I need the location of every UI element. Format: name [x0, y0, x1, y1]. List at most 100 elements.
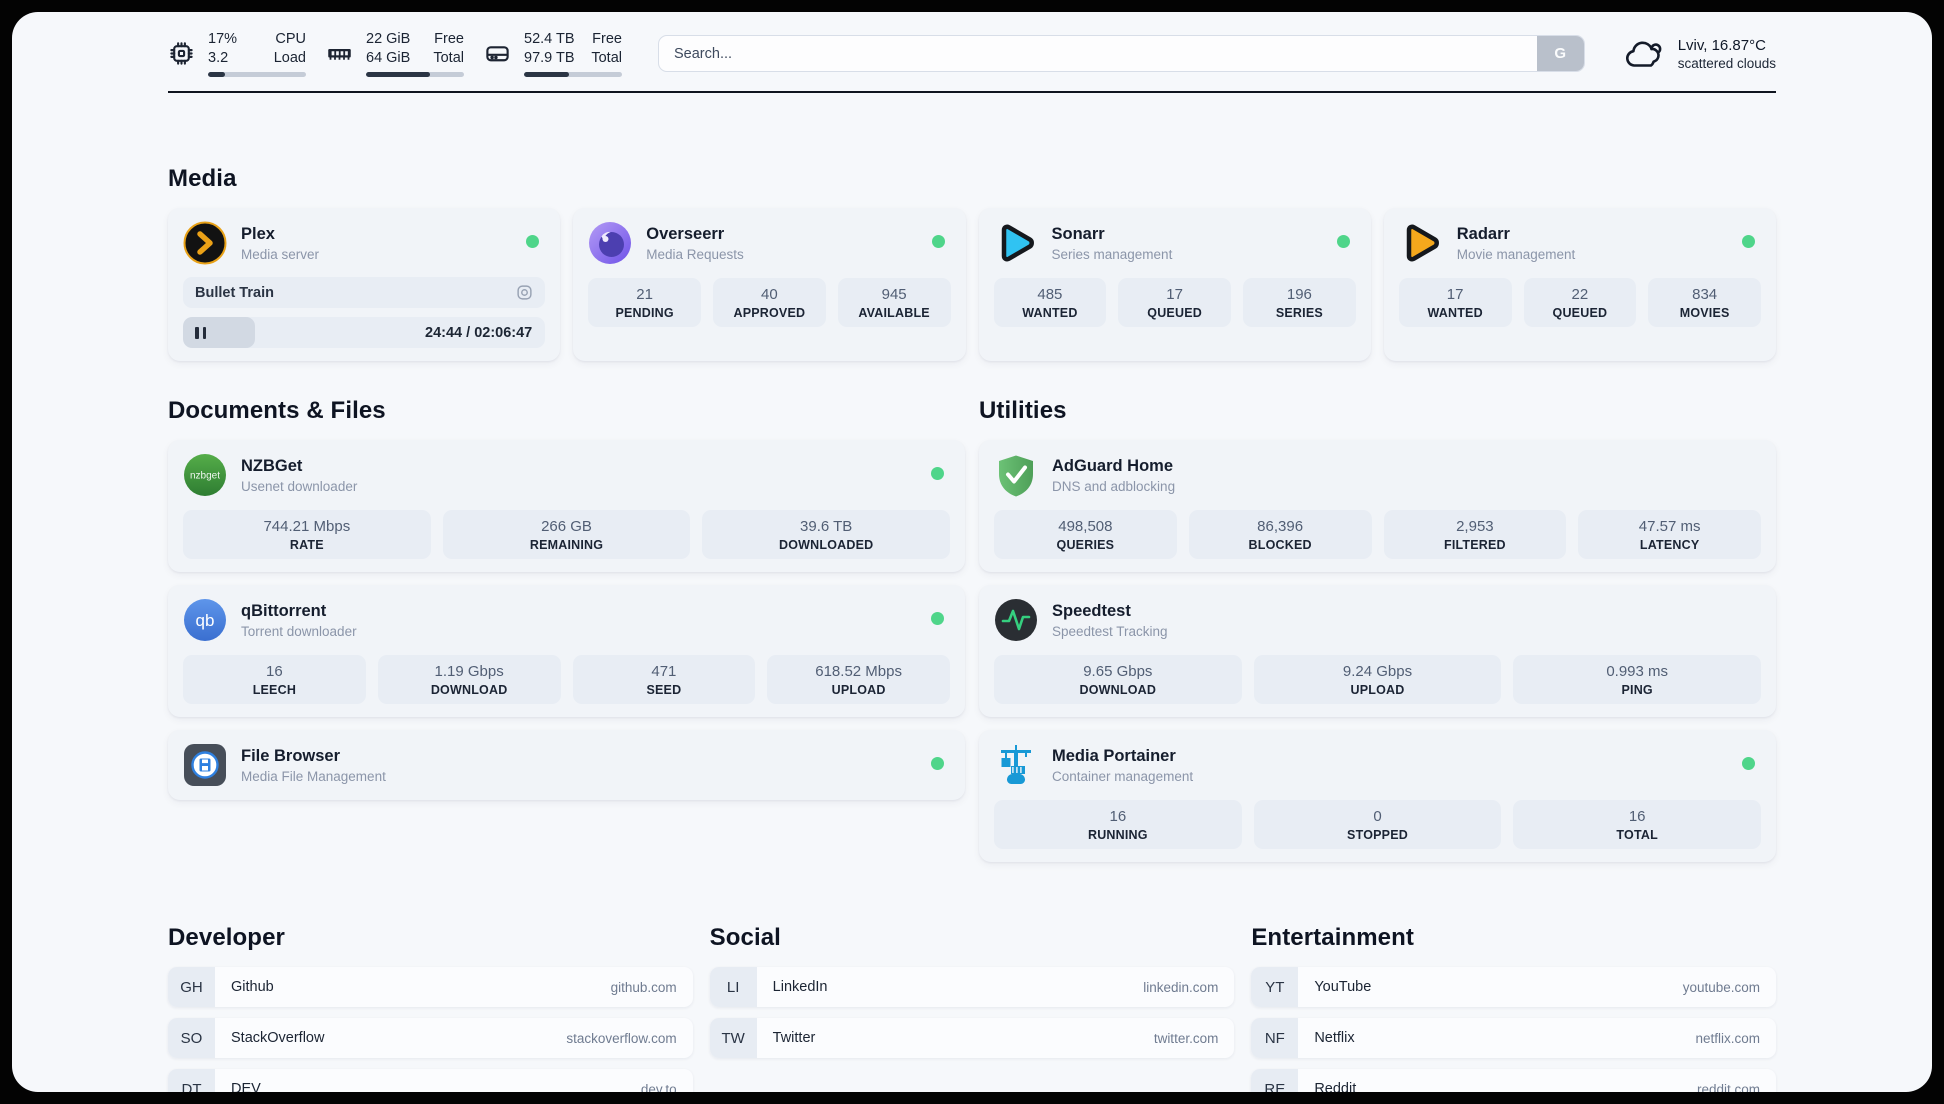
memory-total-label: Total	[433, 50, 464, 66]
disk-free-value: 52.4 TB	[524, 31, 575, 47]
bookmark-youtube[interactable]: YT YouTube youtube.com	[1251, 967, 1776, 1007]
cpu-load-label: Load	[273, 50, 306, 66]
bookmark-url: youtube.com	[1682, 979, 1760, 995]
app-description: Media server	[241, 246, 320, 262]
bookmark-name: StackOverflow	[231, 1030, 325, 1046]
qbittorrent-icon: qb	[183, 598, 227, 642]
app-description: Movie management	[1456, 246, 1576, 262]
app-card-filebrowser[interactable]: File Browser Media File Management	[168, 730, 965, 800]
app-card-speedtest[interactable]: Speedtest Speedtest Tracking 9.65 Gbps D…	[979, 585, 1776, 717]
section-title-media: Media	[168, 165, 237, 192]
stat-remaining: 266 GB REMAINING	[442, 510, 691, 559]
filebrowser-icon	[183, 743, 227, 787]
memory-monitor: 22 GiB 64 GiB Free Total	[326, 30, 464, 77]
section-title-documents: Documents & Files	[168, 397, 386, 424]
disk-free-label: Free	[592, 31, 622, 47]
bookmark-name: Twitter	[772, 1030, 816, 1046]
pause-icon[interactable]	[195, 326, 206, 339]
status-online-dot	[931, 235, 945, 248]
bookmark-url: dev.to	[640, 1081, 677, 1093]
bookmark-abbr: YT	[1251, 967, 1299, 1007]
bookmark-name: Reddit	[1314, 1081, 1357, 1092]
search-engine-button[interactable]: G	[1536, 36, 1584, 71]
app-name: NZBGet	[241, 456, 303, 475]
svg-text:nzbget: nzbget	[190, 471, 220, 482]
stat-queued: 17 QUEUED	[1118, 278, 1231, 327]
plex-icon	[183, 221, 227, 265]
stat-upload: 9.24 Gbps UPLOAD	[1253, 655, 1502, 704]
bookmark-abbr: DT	[168, 1069, 215, 1092]
stat-seed: 471 SEED	[572, 655, 756, 704]
portainer-icon	[994, 743, 1038, 787]
cpu-usage-value: 17%	[208, 31, 238, 47]
bookmark-url: netflix.com	[1695, 1030, 1760, 1046]
memory-progress-fill	[366, 72, 430, 77]
playback-progress-fill	[183, 317, 256, 348]
now-playing-title: Bullet Train	[195, 284, 274, 301]
radarr-icon	[1399, 221, 1443, 265]
app-card-qbittorrent[interactable]: qb qBittorrent Torrent downloader 16	[168, 585, 965, 717]
bookmark-abbr: NF	[1251, 1018, 1299, 1058]
stat-series: 196 SERIES	[1243, 278, 1356, 327]
app-card-portainer[interactable]: Media Portainer Container management 16 …	[979, 730, 1776, 862]
bookmark-name: LinkedIn	[772, 979, 828, 995]
bookmark-abbr: LI	[709, 967, 757, 1007]
sonarr-icon	[994, 221, 1038, 265]
section-title-utilities: Utilities	[979, 397, 1067, 424]
app-description: Media File Management	[241, 768, 386, 784]
bookmark-url: stackoverflow.com	[566, 1030, 677, 1046]
stat-available: 945 AVAILABLE	[837, 278, 951, 327]
bookmark-url: github.com	[610, 979, 677, 995]
bookmark-name: DEV	[231, 1081, 261, 1092]
bookmark-name: YouTube	[1314, 979, 1372, 995]
search-bar: G	[658, 35, 1585, 72]
disk-icon	[486, 46, 509, 62]
app-description: Usenet downloader	[241, 478, 358, 494]
app-card-sonarr[interactable]: Sonarr Series management 485 WANTED 17 Q…	[978, 208, 1371, 361]
stat-stopped: 0 STOPPED	[1253, 800, 1502, 849]
bookmark-reddit[interactable]: RE Reddit reddit.com	[1251, 1069, 1776, 1092]
weather-widget: Lviv, 16.87°C scattered clouds	[1623, 37, 1776, 71]
app-card-overseerr[interactable]: Overseerr Media Requests 21 PENDING 40 A…	[573, 208, 966, 361]
status-online-dot	[526, 235, 540, 248]
status-online-dot	[931, 757, 944, 770]
bookmark-dev[interactable]: DT DEV dev.to	[168, 1069, 693, 1092]
stat-download: 1.19 Gbps DOWNLOAD	[377, 655, 561, 704]
cpu-progress-fill	[208, 72, 225, 77]
app-card-nzbget[interactable]: nzbget NZBGet Usenet downloader 744.21 M…	[168, 440, 965, 572]
app-name: Media Portainer	[1052, 746, 1176, 765]
status-online-dot	[931, 612, 944, 625]
weather-summary: Lviv, 16.87°C	[1677, 36, 1766, 54]
bookmark-netflix[interactable]: NF Netflix netflix.com	[1251, 1018, 1776, 1058]
status-online-dot	[1742, 757, 1755, 770]
stat-approved: 40 APPROVED	[713, 278, 826, 327]
stat-downloaded: 39.6 TB DOWNLOADED	[702, 510, 951, 559]
bookmark-twitter[interactable]: TW Twitter twitter.com	[709, 1018, 1235, 1058]
stat-wanted: 17 WANTED	[1398, 278, 1512, 327]
disk-monitor: 52.4 TB 97.9 TB Free Total	[484, 30, 622, 77]
memory-total-value: 64 GiB	[366, 50, 411, 66]
search-input[interactable]	[659, 36, 1537, 71]
playback-progress-bar[interactable]: 24:44 / 02:06:47	[183, 317, 546, 348]
app-description: Torrent downloader	[241, 623, 357, 639]
stat-running: 16 RUNNING	[994, 800, 1242, 849]
stat-leech: 16 LEECH	[183, 655, 366, 704]
app-name: Overseerr	[646, 224, 725, 243]
app-name: Plex	[241, 224, 275, 243]
playback-time: 24:44 / 02:06:47	[425, 324, 533, 341]
bookmark-linkedin[interactable]: LI LinkedIn linkedin.com	[709, 967, 1235, 1007]
disk-total-value: 97.9 TB	[524, 50, 575, 66]
status-online-dot	[1336, 235, 1350, 248]
now-playing-bar[interactable]: Bullet Train	[183, 277, 546, 308]
bookmark-name: Netflix	[1314, 1030, 1355, 1046]
session-screen-icon	[517, 285, 532, 300]
bookmark-github[interactable]: GH Github github.com	[168, 967, 693, 1007]
app-card-adguard[interactable]: AdGuard Home DNS and adblocking 498,508 …	[979, 440, 1776, 572]
bookmark-stackoverflow[interactable]: SO StackOverflow stackoverflow.com	[168, 1018, 693, 1058]
status-online-dot	[931, 467, 944, 480]
app-card-plex[interactable]: Plex Media server Bullet Train	[168, 208, 561, 361]
memory-progress-track	[366, 72, 464, 77]
stat-wanted: 485 WANTED	[993, 278, 1107, 327]
app-card-radarr[interactable]: Radarr Movie management 17 WANTED 22 QUE…	[1383, 208, 1776, 361]
disk-total-label: Total	[591, 50, 622, 66]
